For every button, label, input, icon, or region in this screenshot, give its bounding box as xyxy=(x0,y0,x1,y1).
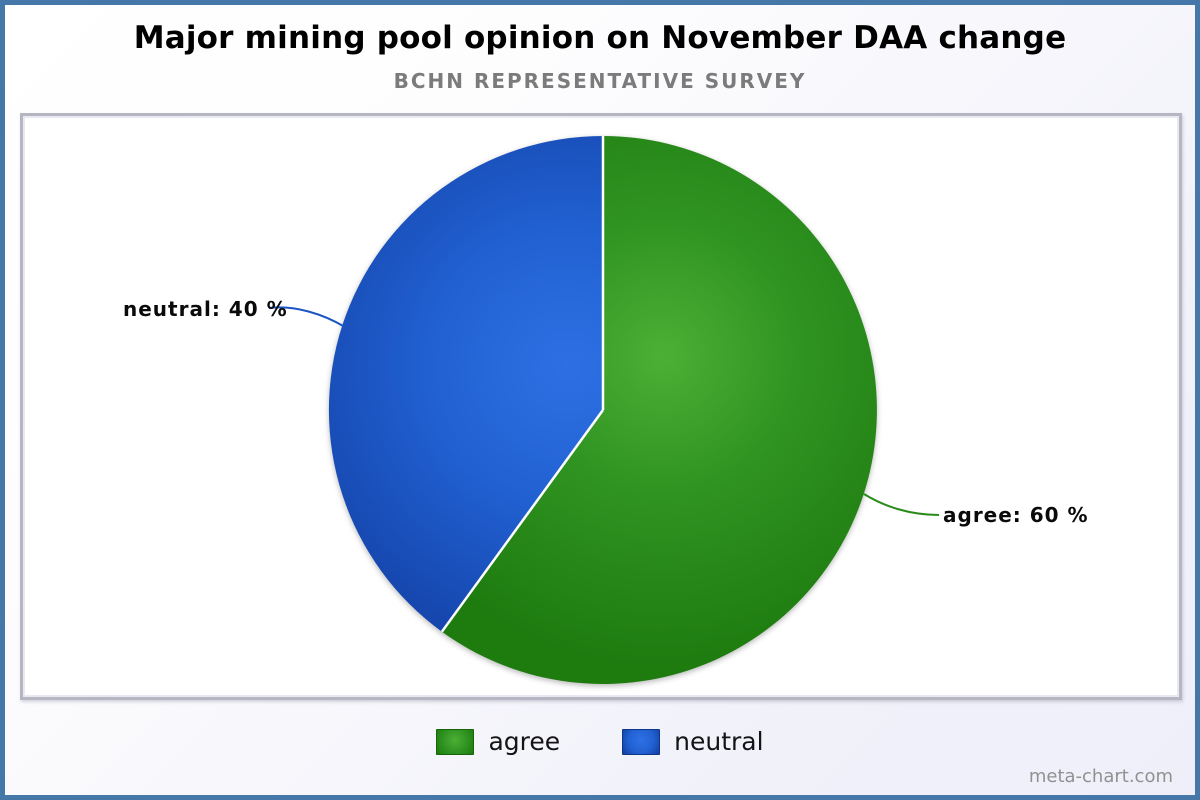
legend-item-agree: agree xyxy=(436,727,560,756)
leader-line-agree xyxy=(863,493,940,516)
chart-legend: agree neutral xyxy=(5,727,1195,756)
legend-swatch-neutral-icon xyxy=(622,728,661,755)
plot-area: neutral: 40 % agree: 60 % xyxy=(20,113,1182,700)
pie-slice-agree xyxy=(441,136,877,684)
watermark: meta-chart.com xyxy=(1028,766,1173,787)
slice-label-agree: agree: 60 % xyxy=(943,503,1089,527)
slice-label-neutral: neutral: 40 % xyxy=(123,297,288,321)
pie-slice-neutral xyxy=(328,135,603,632)
page-title: Major mining pool opinion on November DA… xyxy=(133,20,1067,56)
slice-divider-lines xyxy=(440,136,605,633)
legend-swatch-agree-icon xyxy=(436,728,475,755)
legend-item-neutral: neutral xyxy=(622,727,764,756)
legend-label-agree: agree xyxy=(488,727,561,756)
leader-line-neutral xyxy=(268,306,346,328)
pie-chart xyxy=(268,135,940,684)
chart-header: Major mining pool opinion on November DA… xyxy=(5,5,1195,93)
chart-subtitle: BCHN REPRESENTATIVE SURVEY xyxy=(393,69,807,93)
legend-label-neutral: neutral xyxy=(674,727,764,756)
